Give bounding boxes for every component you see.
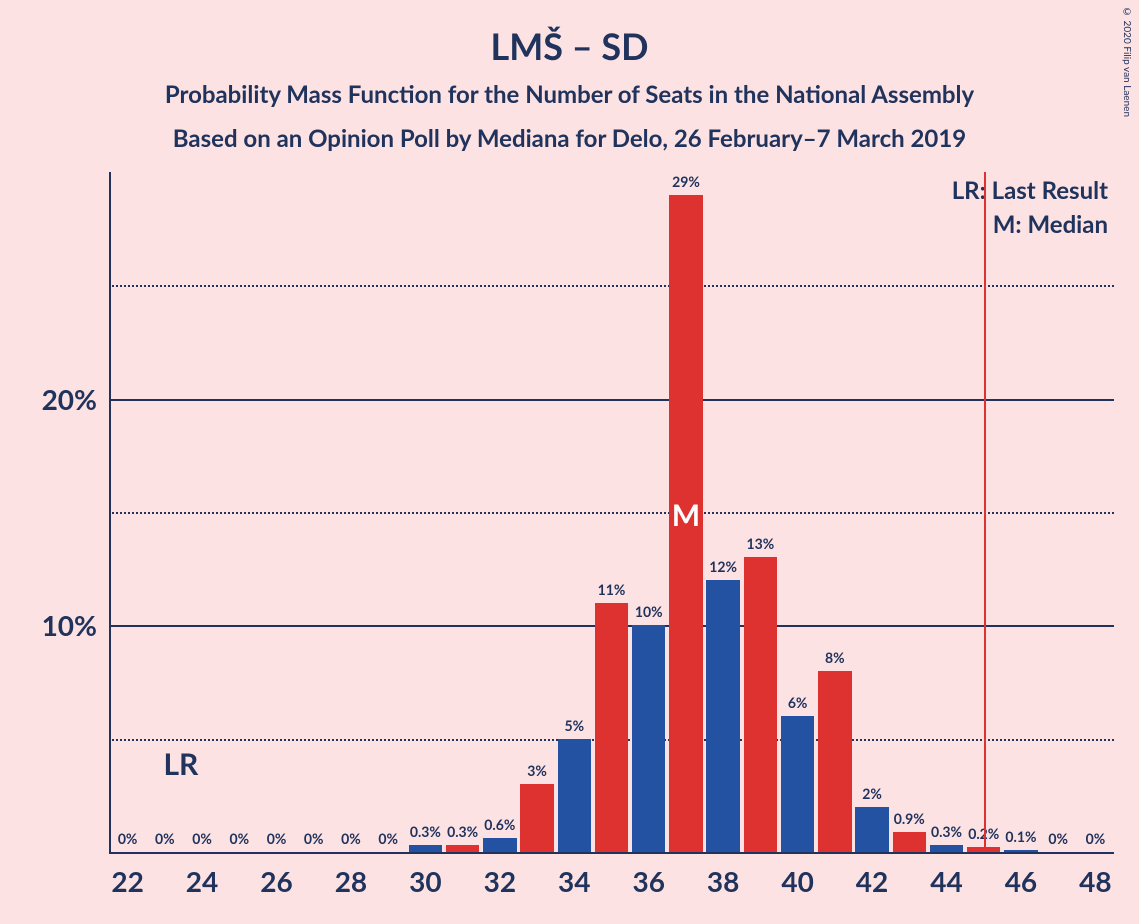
bar <box>483 838 517 852</box>
gridline-minor <box>109 285 1114 287</box>
plot-area: 0% 0% 0% 0% 0% 0% 0% 0% 0.3% 0.3% 0.6% 3% 5% 11% 10% 29… <box>109 172 1114 852</box>
bar-value-label: 12% <box>709 558 737 575</box>
x-tick-label: 40 <box>781 864 813 898</box>
bar-value-label: 5% <box>564 717 584 734</box>
bar-value-label: 0% <box>378 830 398 847</box>
y-tick-label: 20% <box>42 382 97 416</box>
bar <box>855 807 889 852</box>
x-tick-label: 38 <box>707 864 739 898</box>
x-tick-label: 28 <box>335 864 367 898</box>
median-marker: M <box>672 497 700 533</box>
bar-value-label: 6% <box>788 694 808 711</box>
last-result-line <box>984 172 986 852</box>
bar <box>520 784 554 852</box>
x-tick-label: 24 <box>186 864 218 898</box>
bar-value-label: 29% <box>672 173 700 190</box>
bar <box>744 557 778 852</box>
chart-container: LMŠ – SD Probability Mass Function for t… <box>0 0 1139 924</box>
x-tick-label: 32 <box>484 864 516 898</box>
bar-value-label: 0.3% <box>931 823 962 840</box>
x-tick-label: 26 <box>260 864 292 898</box>
y-tick-label: 10% <box>42 608 97 642</box>
x-tick-label: 34 <box>558 864 590 898</box>
x-tick-label: 42 <box>856 864 888 898</box>
bar <box>409 845 443 852</box>
x-tick-label: 48 <box>1079 864 1111 898</box>
bar-value-label: 0% <box>229 830 249 847</box>
bar-value-label: 0% <box>118 830 138 847</box>
bar-value-label: 0.1% <box>1005 828 1036 845</box>
x-tick-label: 46 <box>1005 864 1037 898</box>
bar-value-label: 0% <box>267 830 287 847</box>
x-tick-label: 36 <box>632 864 664 898</box>
bar <box>818 671 852 852</box>
bar-value-label: 0.6% <box>484 816 515 833</box>
bar <box>595 603 629 852</box>
x-tick-label: 22 <box>111 864 143 898</box>
last-result-marker: LR <box>163 746 198 782</box>
bar <box>446 845 480 852</box>
gridline-minor <box>109 512 1114 514</box>
bar-value-label: 0.3% <box>410 823 441 840</box>
copyright-text: © 2020 Filip van Laenen <box>1121 6 1133 117</box>
bar <box>893 832 927 852</box>
bar-value-label: 10% <box>635 603 663 620</box>
x-tick-label: 30 <box>409 864 441 898</box>
bar-value-label: 11% <box>598 581 626 598</box>
bar-value-label: 3% <box>527 762 547 779</box>
bar-value-label: 13% <box>747 535 775 552</box>
chart-subtitle-1: Probability Mass Function for the Number… <box>165 80 974 109</box>
bar <box>558 739 592 852</box>
bar-value-label: 8% <box>825 649 845 666</box>
bar-value-label: 0% <box>304 830 324 847</box>
bar <box>930 845 964 852</box>
gridline-major <box>109 399 1114 401</box>
legend-entry: M: Median <box>993 210 1108 239</box>
bar-value-label: 0% <box>192 830 212 847</box>
bar-value-label: 0% <box>155 830 175 847</box>
legend-entry: LR: Last Result <box>952 176 1108 205</box>
bar-value-label: 0% <box>1048 830 1068 847</box>
bar <box>706 580 740 852</box>
bar-value-label: 2% <box>862 785 882 802</box>
bar-value-label: 0% <box>341 830 361 847</box>
chart-subtitle-2: Based on an Opinion Poll by Mediana for … <box>173 124 966 153</box>
bar <box>1004 850 1038 852</box>
bar <box>781 716 815 852</box>
y-axis-line <box>109 172 111 852</box>
bar-value-label: 0% <box>1086 830 1106 847</box>
bar-value-label: 0.9% <box>894 810 925 827</box>
chart-title: LMŠ – SD <box>491 24 649 68</box>
bar-value-label: 0.3% <box>447 823 478 840</box>
bar <box>632 625 666 852</box>
x-tick-label: 44 <box>930 864 962 898</box>
x-axis-line <box>109 852 1114 854</box>
